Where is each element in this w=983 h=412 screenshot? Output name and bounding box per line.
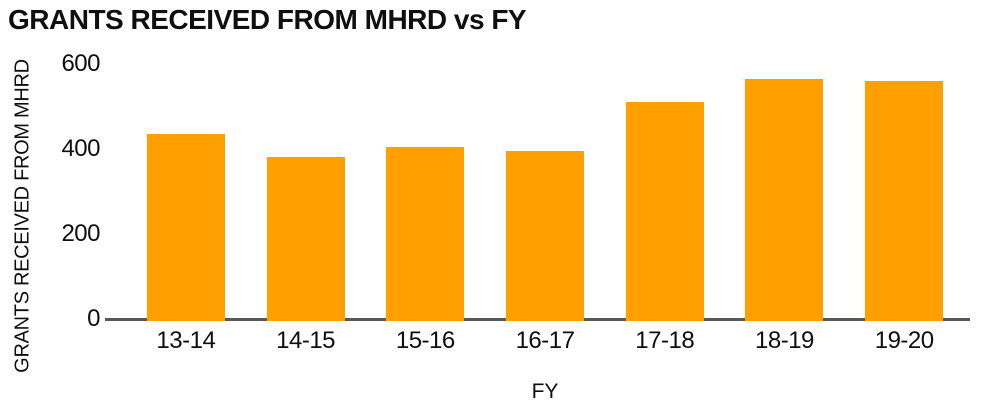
bar-slot bbox=[485, 64, 605, 321]
x-tick-label: 18-19 bbox=[755, 327, 814, 354]
bar-slot bbox=[365, 64, 485, 321]
plot-area bbox=[126, 64, 964, 321]
x-axis-tick-labels: 13-14 14-15 15-16 16-17 17-18 18-19 19-20 bbox=[126, 329, 964, 353]
bar-slot bbox=[844, 64, 964, 321]
x-tick-label: 15-16 bbox=[395, 327, 455, 354]
bar-15-16 bbox=[386, 146, 465, 321]
bar-slot bbox=[605, 64, 725, 321]
y-tick-label: 200 bbox=[61, 220, 100, 247]
x-axis-title: FY bbox=[531, 380, 559, 403]
bar-19-20 bbox=[865, 80, 944, 321]
bar-18-19 bbox=[745, 78, 824, 321]
x-tick-label: 14-15 bbox=[276, 327, 336, 354]
x-tick-label: 13-14 bbox=[156, 327, 216, 354]
y-tick-label: 0 bbox=[87, 305, 100, 332]
y-tick-label: 600 bbox=[61, 50, 100, 77]
bar-slot bbox=[725, 64, 845, 321]
bar-17-18 bbox=[625, 102, 704, 321]
bar-13-14 bbox=[146, 134, 225, 321]
bar-16-17 bbox=[506, 151, 585, 321]
bar-slot bbox=[246, 64, 366, 321]
y-tick-label: 400 bbox=[61, 135, 100, 162]
x-tick-label: 16-17 bbox=[515, 327, 575, 354]
chart-title: GRANTS RECEIVED FROM MHRD vs FY bbox=[8, 4, 527, 35]
x-tick-label: 17-18 bbox=[635, 327, 695, 354]
bar-slot bbox=[126, 64, 246, 321]
bar-14-15 bbox=[266, 157, 345, 321]
x-tick-label: 19-20 bbox=[874, 327, 934, 354]
